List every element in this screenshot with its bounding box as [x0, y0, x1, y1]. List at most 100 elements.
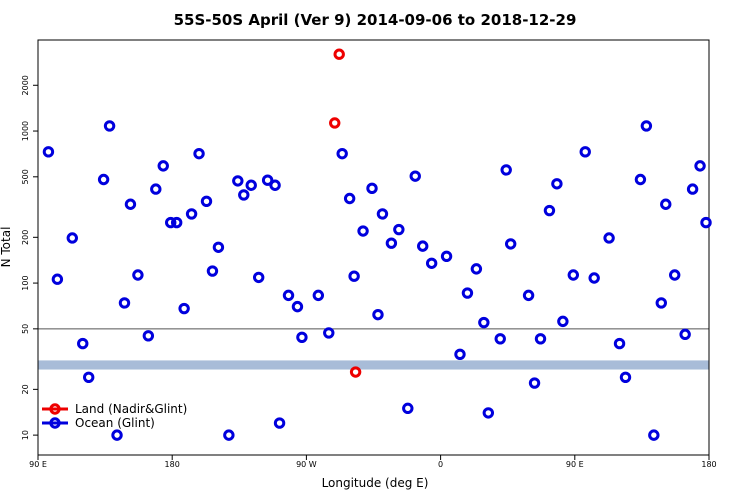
data-point — [522, 289, 535, 302]
data-point — [660, 198, 672, 210]
data-point — [619, 371, 632, 384]
data-point — [42, 146, 55, 158]
data-point — [461, 287, 474, 299]
data-point — [478, 316, 490, 329]
data-point — [409, 170, 421, 182]
data-point — [269, 179, 281, 191]
data-point — [232, 175, 244, 187]
data-point — [296, 331, 308, 343]
data-point — [185, 208, 198, 220]
data-point — [393, 223, 405, 236]
data-point — [77, 337, 89, 350]
plot-frame — [37, 39, 710, 456]
y-tick-label: 100 — [21, 275, 30, 290]
data-point — [686, 183, 699, 195]
data-point — [634, 173, 647, 186]
y-tick-label: 10 — [21, 430, 30, 440]
data-point — [588, 272, 600, 284]
data-point — [111, 429, 123, 441]
data-point — [282, 289, 295, 302]
data-point — [291, 300, 304, 313]
data-point — [252, 271, 265, 284]
data-point — [51, 273, 64, 285]
data-point — [273, 417, 286, 429]
data-point — [613, 337, 626, 350]
data-point — [482, 407, 495, 419]
data-point — [223, 429, 235, 441]
data-point — [534, 333, 547, 345]
data-point — [312, 289, 325, 302]
x-tick-label: 90 E — [29, 460, 47, 469]
data-point — [504, 238, 517, 250]
data-point — [165, 216, 177, 229]
x-tick-label: 180 — [701, 460, 716, 469]
y-tick-label: 50 — [21, 324, 30, 334]
y-tick-label: 2000 — [21, 75, 30, 95]
data-point — [700, 216, 712, 229]
data-point — [336, 147, 348, 160]
data-point — [551, 178, 563, 190]
data-point — [357, 225, 369, 237]
y-axis-label: N Total — [0, 227, 13, 268]
data-point — [372, 308, 384, 321]
data-point — [440, 250, 453, 263]
data-point — [150, 183, 162, 195]
data-point — [500, 164, 512, 176]
data-point — [343, 192, 356, 205]
y-tick-label: 1000 — [21, 121, 30, 141]
data-point — [679, 328, 691, 341]
data-point — [97, 173, 110, 186]
data-point — [470, 263, 483, 275]
data-point — [170, 216, 183, 229]
data-point — [157, 160, 169, 172]
data-point — [349, 366, 362, 378]
data-point — [66, 232, 78, 244]
data-point — [417, 240, 429, 252]
data-point — [329, 117, 341, 129]
data-point — [206, 265, 219, 277]
y-tick-label: 200 — [21, 230, 30, 245]
data-point — [124, 198, 137, 210]
data-point — [238, 189, 250, 201]
data-point — [655, 297, 667, 309]
legend-marker — [49, 403, 61, 415]
x-tick-label: 90 W — [296, 460, 317, 469]
data-point — [385, 237, 398, 249]
y-tick-label: 20 — [21, 384, 30, 394]
data-point — [543, 204, 556, 217]
data-point — [245, 179, 257, 191]
data-point — [212, 241, 225, 253]
data-point — [200, 195, 213, 208]
data-point — [669, 269, 681, 281]
data-point — [694, 160, 706, 172]
data-point — [640, 120, 653, 132]
legend-label: Land (Nadir&Glint) — [75, 402, 187, 416]
data-point — [494, 333, 506, 345]
legend-label: Ocean (Glint) — [75, 416, 155, 430]
data-point — [333, 48, 345, 60]
data-point — [118, 297, 131, 309]
x-tick-label: 0 — [438, 460, 443, 469]
data-point — [348, 270, 360, 282]
data-point — [648, 429, 660, 441]
reference-band — [38, 360, 709, 370]
data-point — [366, 182, 378, 195]
data-point — [323, 327, 335, 339]
data-point — [557, 315, 569, 328]
data-point — [579, 146, 591, 158]
chart-title: 55S-50S April (Ver 9) 2014-09-06 to 2018… — [174, 11, 577, 29]
data-point — [425, 257, 438, 269]
data-point — [376, 208, 389, 220]
data-point — [402, 402, 414, 415]
data-point — [567, 269, 580, 281]
data-point — [82, 371, 95, 384]
data-point — [178, 302, 190, 315]
data-point — [261, 174, 274, 186]
data-point — [454, 348, 466, 361]
x-tick-label: 90 E — [566, 460, 584, 469]
data-point — [142, 330, 155, 342]
data-point — [132, 269, 144, 281]
x-tick-label: 180 — [165, 460, 180, 469]
